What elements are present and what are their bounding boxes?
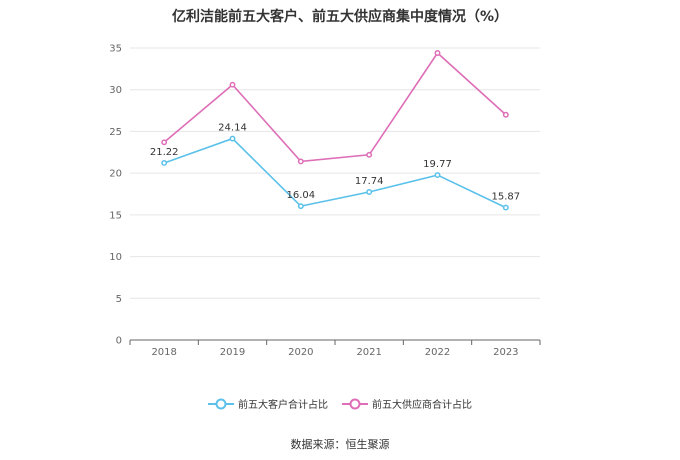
- y-tick-label: 15: [109, 210, 122, 221]
- data-label: 15.87: [492, 192, 521, 203]
- y-tick-label: 25: [109, 127, 122, 138]
- data-point: [297, 158, 304, 165]
- data-point: [502, 111, 509, 118]
- x-tick-label: 2022: [425, 347, 450, 358]
- chart-title: 亿利洁能前五大客户、前五大供应商集中度情况（%）: [171, 9, 509, 25]
- x-tick-label: 2021: [356, 347, 381, 358]
- data-label: 24.14: [218, 123, 247, 134]
- data-label: 21.22: [150, 147, 179, 158]
- data-point: [366, 151, 373, 158]
- series-line-2: [163, 51, 507, 163]
- data-point: [366, 189, 373, 195]
- y-tick-label: 0: [116, 336, 122, 347]
- x-tick-label: 2023: [493, 347, 518, 358]
- x-tick-label: 2019: [220, 347, 245, 358]
- y-tick-label: 5: [116, 294, 122, 305]
- data-point: [229, 135, 236, 142]
- x-tick-label: 2018: [151, 347, 176, 358]
- data-point: [434, 172, 441, 179]
- data-point: [161, 160, 168, 166]
- data-source: 数据来源：恒生聚源: [290, 438, 390, 451]
- data-label: 17.74: [355, 176, 384, 187]
- series-line-1: [163, 137, 507, 209]
- legend-marker-customers: [208, 398, 234, 409]
- legend-marker-suppliers: [342, 398, 368, 409]
- data-point: [502, 204, 509, 211]
- y-tick-label: 30: [109, 85, 122, 96]
- data-point: [297, 203, 304, 210]
- chart-legend: 前五大客户合计占比 前五大供应商合计占比: [0, 396, 680, 411]
- data-label: 19.77: [423, 159, 452, 170]
- y-tick-label: 20: [109, 169, 122, 180]
- legend-label-suppliers: 前五大供应商合计占比: [372, 400, 472, 411]
- data-label: 16.04: [287, 190, 316, 201]
- legend-label-customers: 前五大客户合计占比: [238, 400, 328, 411]
- y-tick-label: 35: [109, 44, 122, 55]
- y-tick-label: 10: [109, 252, 122, 263]
- legend-item-suppliers[interactable]: 前五大供应商合计占比: [342, 396, 472, 411]
- data-point: [434, 50, 441, 56]
- data-point: [229, 81, 236, 88]
- x-tick-label: 2020: [288, 347, 313, 358]
- legend-item-customers[interactable]: 前五大客户合计占比: [208, 396, 328, 411]
- data-point: [161, 139, 168, 146]
